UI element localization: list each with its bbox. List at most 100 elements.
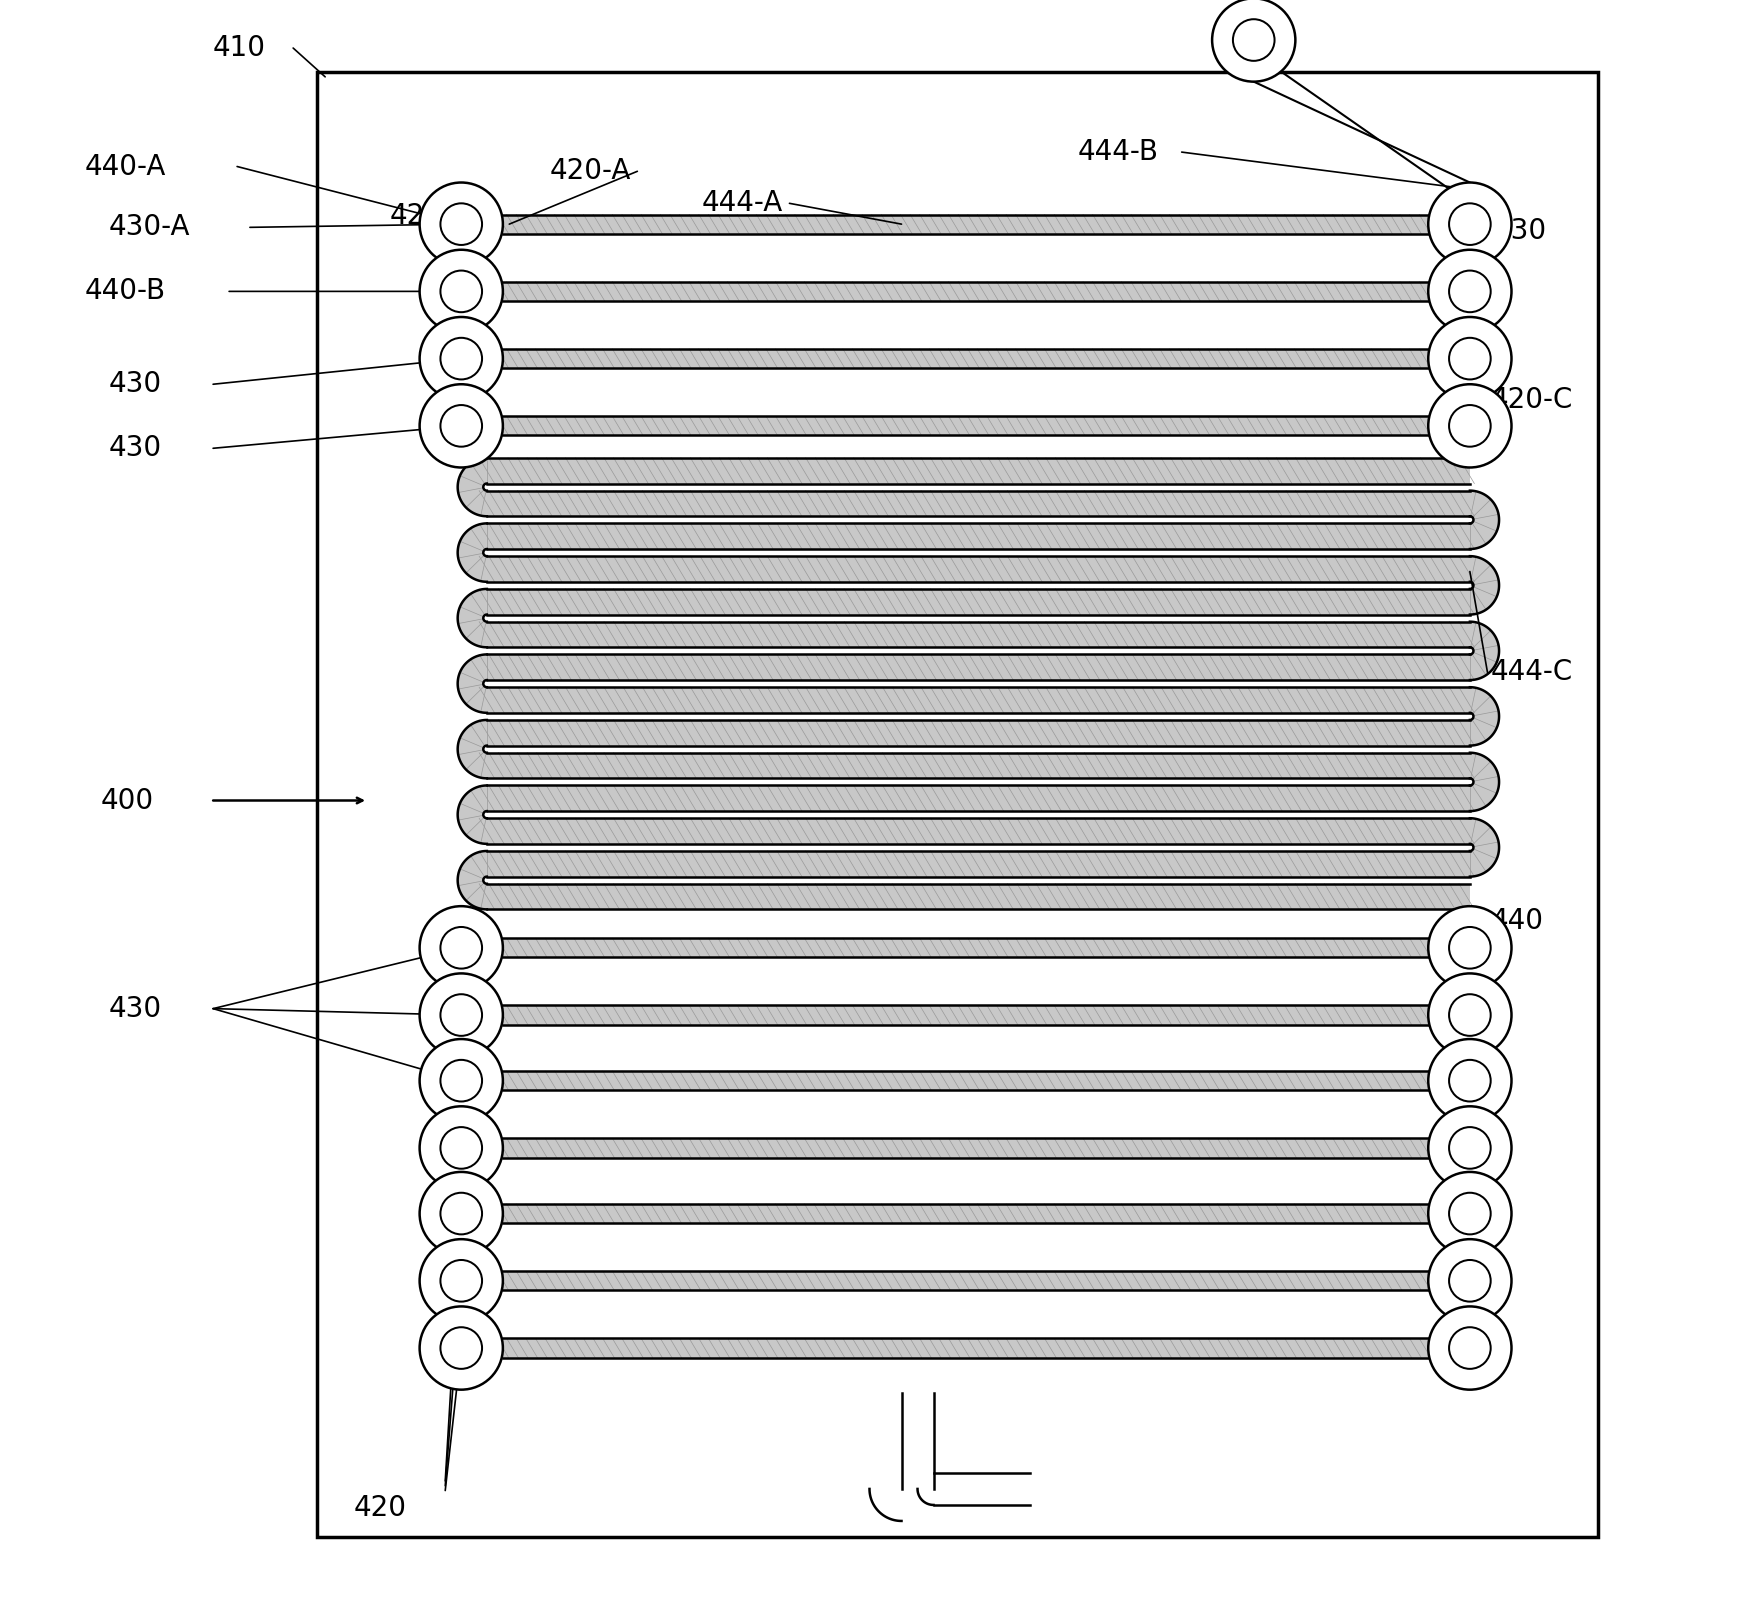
- Polygon shape: [487, 458, 1469, 484]
- Circle shape: [419, 1239, 503, 1322]
- Polygon shape: [487, 490, 1469, 516]
- Polygon shape: [1461, 973, 1480, 989]
- Circle shape: [419, 384, 503, 467]
- Circle shape: [419, 317, 503, 400]
- Circle shape: [440, 1060, 482, 1101]
- Circle shape: [1428, 183, 1511, 266]
- Circle shape: [1449, 1327, 1490, 1369]
- Polygon shape: [1461, 1039, 1480, 1057]
- Circle shape: [1449, 927, 1490, 969]
- Polygon shape: [1461, 1306, 1480, 1322]
- Circle shape: [440, 203, 482, 245]
- Text: 430: 430: [110, 434, 162, 463]
- Circle shape: [440, 994, 482, 1036]
- Circle shape: [419, 1106, 503, 1190]
- Text: 444-C: 444-C: [1490, 658, 1574, 687]
- Text: 400: 400: [101, 786, 155, 815]
- Polygon shape: [503, 1005, 1428, 1025]
- Circle shape: [1449, 1193, 1490, 1234]
- Text: 440: 440: [1490, 906, 1544, 935]
- Polygon shape: [487, 556, 1469, 581]
- Polygon shape: [1461, 1239, 1480, 1255]
- Circle shape: [1449, 1060, 1490, 1101]
- Circle shape: [419, 183, 503, 266]
- Polygon shape: [452, 1172, 471, 1190]
- Polygon shape: [487, 818, 1469, 844]
- Polygon shape: [487, 752, 1469, 778]
- Polygon shape: [503, 1204, 1428, 1223]
- Circle shape: [1449, 1260, 1490, 1302]
- Circle shape: [419, 906, 503, 989]
- Polygon shape: [452, 250, 471, 266]
- Circle shape: [1428, 1306, 1511, 1390]
- Circle shape: [1449, 994, 1490, 1036]
- Circle shape: [1449, 271, 1490, 312]
- Text: 430-A: 430-A: [110, 213, 191, 242]
- Circle shape: [440, 338, 482, 379]
- Text: 444-A: 444-A: [701, 189, 783, 218]
- Polygon shape: [503, 349, 1428, 368]
- Circle shape: [440, 1193, 482, 1234]
- Polygon shape: [487, 852, 1469, 877]
- Bar: [316, 72, 1598, 1537]
- Text: 440-A: 440-A: [85, 152, 167, 181]
- Polygon shape: [457, 524, 487, 581]
- Polygon shape: [487, 655, 1469, 680]
- Circle shape: [1428, 973, 1511, 1057]
- Text: 420-A: 420-A: [550, 157, 631, 186]
- Polygon shape: [503, 215, 1428, 234]
- Circle shape: [419, 1306, 503, 1390]
- Polygon shape: [503, 938, 1428, 957]
- Circle shape: [1233, 19, 1275, 61]
- Polygon shape: [452, 1039, 471, 1057]
- Polygon shape: [487, 786, 1469, 812]
- Polygon shape: [457, 852, 487, 909]
- Text: 430: 430: [110, 370, 162, 399]
- Polygon shape: [1469, 687, 1499, 746]
- Polygon shape: [503, 1338, 1428, 1358]
- Polygon shape: [457, 720, 487, 778]
- Polygon shape: [1461, 317, 1480, 333]
- Polygon shape: [1461, 250, 1480, 266]
- Polygon shape: [457, 655, 487, 712]
- Circle shape: [1428, 317, 1511, 400]
- Circle shape: [1449, 1127, 1490, 1169]
- Text: 430: 430: [110, 994, 162, 1023]
- Circle shape: [1428, 1039, 1511, 1122]
- Polygon shape: [503, 282, 1428, 301]
- Polygon shape: [1469, 490, 1499, 549]
- Polygon shape: [503, 1271, 1428, 1290]
- Text: 420-B: 420-B: [390, 202, 470, 231]
- Circle shape: [1449, 203, 1490, 245]
- Circle shape: [440, 1327, 482, 1369]
- Polygon shape: [487, 687, 1469, 712]
- Circle shape: [419, 1172, 503, 1255]
- Polygon shape: [1469, 752, 1499, 812]
- Polygon shape: [503, 1138, 1428, 1158]
- Polygon shape: [1469, 818, 1499, 877]
- Circle shape: [419, 250, 503, 333]
- Polygon shape: [487, 884, 1469, 909]
- Circle shape: [440, 271, 482, 312]
- Circle shape: [1428, 384, 1511, 467]
- Text: 430: 430: [1494, 216, 1548, 245]
- Circle shape: [1428, 906, 1511, 989]
- Polygon shape: [1461, 1172, 1480, 1190]
- Polygon shape: [452, 1239, 471, 1255]
- Circle shape: [440, 1127, 482, 1169]
- Text: 440-B: 440-B: [85, 277, 167, 306]
- Polygon shape: [503, 416, 1428, 435]
- Circle shape: [1449, 405, 1490, 447]
- Circle shape: [1428, 250, 1511, 333]
- Circle shape: [440, 927, 482, 969]
- Circle shape: [440, 1260, 482, 1302]
- Polygon shape: [452, 1306, 471, 1322]
- Circle shape: [1428, 1106, 1511, 1190]
- Text: 410: 410: [214, 34, 266, 62]
- Text: 420-C: 420-C: [1490, 386, 1574, 415]
- Polygon shape: [452, 317, 471, 333]
- Polygon shape: [457, 589, 487, 647]
- Polygon shape: [487, 720, 1469, 746]
- Circle shape: [1212, 0, 1296, 82]
- Polygon shape: [1461, 384, 1480, 400]
